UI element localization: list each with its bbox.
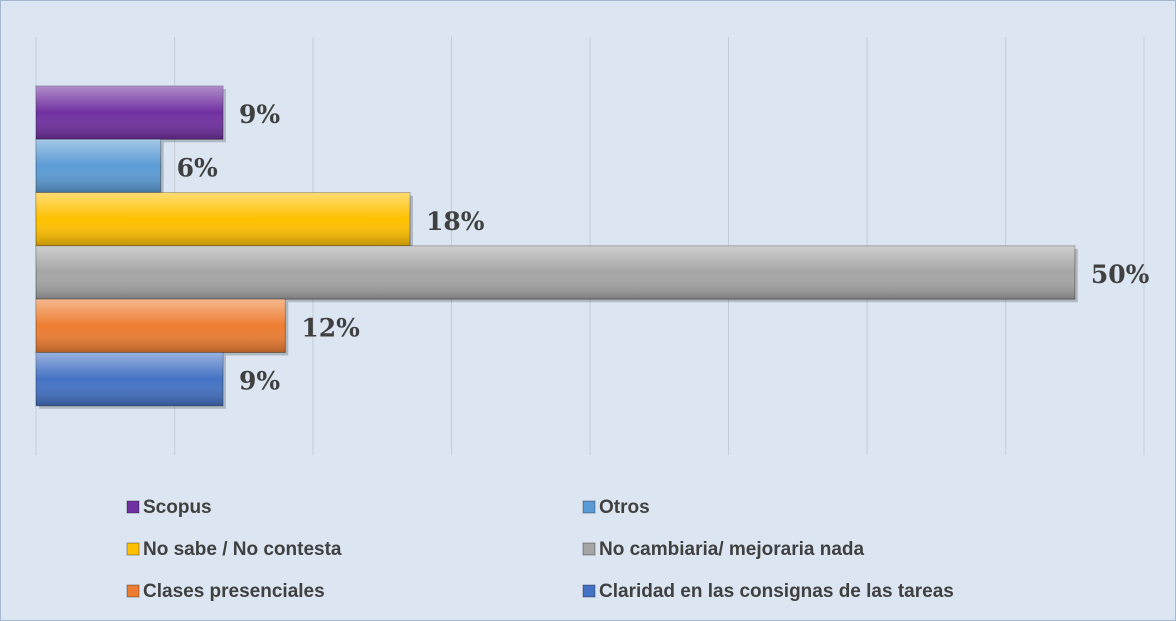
legend-label: Clases presenciales <box>143 581 325 602</box>
legend-swatch <box>582 500 596 514</box>
legend-label: No sabe / No contesta <box>143 539 342 560</box>
legend-swatch <box>126 584 140 598</box>
value-label: 9% <box>239 100 280 129</box>
bar-shine <box>36 245 1075 300</box>
bar-shine <box>36 86 223 140</box>
bar-shine <box>36 299 286 353</box>
legend-label: Scopus <box>143 497 212 518</box>
value-label: 12% <box>301 313 360 342</box>
value-label: 50% <box>1091 260 1150 289</box>
legend-label: Claridad en las consignas de las tareas <box>599 581 954 602</box>
legend-swatch <box>582 542 596 556</box>
legend-swatch <box>582 584 596 598</box>
value-label: 9% <box>239 367 280 396</box>
legend-swatch <box>126 500 140 514</box>
legend-swatch <box>126 542 140 556</box>
legend-label: Otros <box>599 497 650 518</box>
value-label: 18% <box>426 207 485 236</box>
bar-shine <box>36 192 410 246</box>
value-label: 6% <box>177 153 218 182</box>
bar-shine <box>36 352 223 406</box>
bar-shine <box>36 139 161 193</box>
legend-label: No cambiaria/ mejoraria nada <box>599 539 864 560</box>
